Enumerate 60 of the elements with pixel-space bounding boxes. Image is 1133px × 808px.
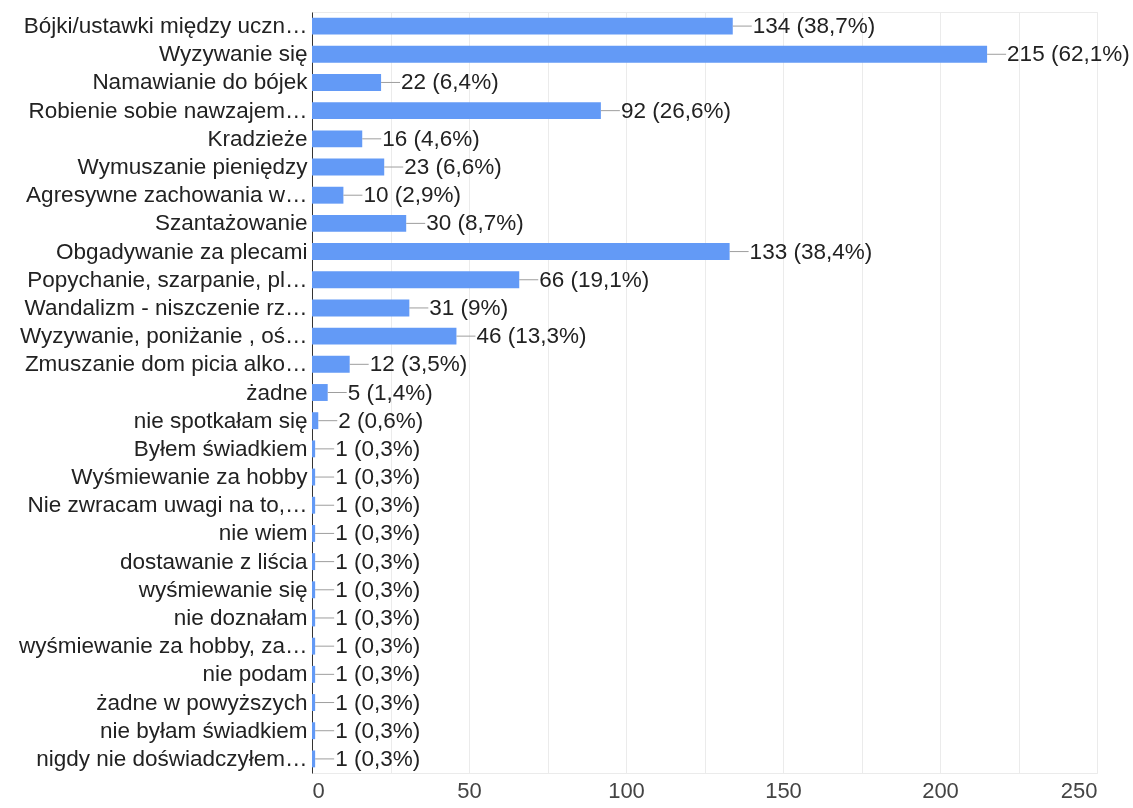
data-label: 1 (0,3%)	[335, 548, 421, 574]
data-label: 66 (19,1%)	[539, 266, 650, 292]
y-tick-label: Bójki/ustawki między uczn…	[23, 13, 308, 39]
y-tick-label: Wymuszanie pieniędzy	[77, 154, 309, 180]
data-label: 22 (6,4%)	[401, 69, 499, 95]
data-label: 1 (0,3%)	[335, 576, 421, 602]
y-tick-label: Wandalizm - niszczenie rz…	[24, 294, 308, 320]
x-tick-label: 150	[765, 777, 802, 803]
y-tick-label: Namawianie do bójek	[92, 69, 309, 95]
y-tick-label: Zmuszanie dom picia alko…	[24, 351, 308, 377]
data-label: 92 (26,6%)	[620, 97, 731, 123]
data-label: 1 (0,3%)	[335, 717, 421, 743]
x-tick-label: 250	[1060, 777, 1098, 803]
y-tick-label: Kradzieże	[207, 125, 308, 151]
data-label: 1 (0,3%)	[335, 633, 421, 659]
y-tick-label: Wyzywanie, poniżanie , oś…	[20, 323, 308, 349]
y-tick-label: wyśmiewanie za hobby, za…	[18, 633, 308, 659]
y-tick-label: nie doznałam	[173, 604, 308, 630]
data-label: 12 (3,5%)	[369, 351, 468, 377]
y-tick-label: nie spotkałam się	[133, 407, 308, 433]
x-tick-label: 0	[312, 777, 325, 803]
data-label: 30 (8,7%)	[426, 210, 524, 236]
data-label: 46 (13,3%)	[476, 323, 587, 349]
y-tick-label: Agresywne zachowania w…	[26, 182, 308, 208]
data-label: 1 (0,3%)	[335, 520, 421, 546]
x-tick-label: 200	[922, 777, 959, 803]
y-tick-label: nie podam	[202, 661, 308, 687]
data-label: 1 (0,3%)	[335, 464, 421, 490]
data-label: 1 (0,3%)	[335, 492, 421, 518]
y-tick-label: nie byłam świadkiem	[99, 717, 308, 743]
data-label: 215 (62,1%)	[1007, 41, 1130, 67]
data-label: 31 (9%)	[429, 294, 509, 320]
y-tick-label: Wyśmiewanie za hobby	[71, 464, 309, 490]
y-tick-label: dostawanie z liścia	[119, 548, 308, 574]
y-tick-label: Popychanie, szarpanie, pl…	[27, 266, 308, 292]
y-tick-label: wyśmiewanie się	[137, 576, 308, 602]
data-label: 10 (2,9%)	[363, 182, 461, 208]
data-label: 1 (0,3%)	[335, 745, 421, 771]
data-label: 134 (38,7%)	[752, 13, 876, 39]
data-label: 5 (1,4%)	[347, 379, 433, 405]
data-label: 133 (38,4%)	[749, 238, 873, 264]
x-tick-label: 50	[457, 777, 482, 803]
y-tick-label: Robienie sobie nawzajem…	[28, 97, 308, 123]
y-tick-label: nigdy nie doświadczyłem…	[36, 745, 308, 771]
y-tick-label: nie wiem	[218, 520, 308, 546]
x-tick-label: 100	[608, 777, 645, 803]
data-label: 16 (4,6%)	[382, 125, 480, 151]
data-label: 23 (6,6%)	[404, 154, 502, 180]
y-tick-label: żadne w powyższych	[96, 689, 308, 715]
data-label: 1 (0,3%)	[335, 435, 421, 461]
y-tick-label: Obgadywanie za plecami	[56, 238, 308, 264]
data-label: 1 (0,3%)	[335, 689, 421, 715]
y-tick-label: żadne	[246, 379, 308, 405]
y-tick-label: Szantażowanie	[154, 210, 308, 236]
data-label: 1 (0,3%)	[335, 661, 421, 687]
y-tick-label: Nie zwracam uwagi na to,…	[27, 492, 308, 518]
y-tick-label: Wyzywanie się	[158, 41, 308, 67]
data-label: 2 (0,6%)	[338, 407, 424, 433]
data-label: 1 (0,3%)	[335, 604, 421, 630]
y-tick-label: Byłem świadkiem	[133, 435, 308, 461]
